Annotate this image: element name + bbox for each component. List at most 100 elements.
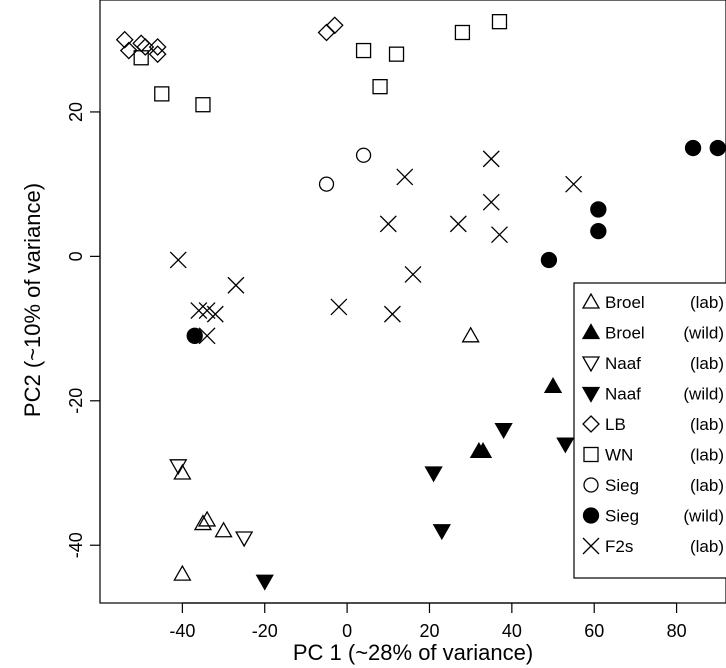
legend-marker (581, 386, 601, 403)
point-naaf-wild (494, 423, 513, 439)
point-lb-lab (148, 38, 167, 56)
legend-marker (582, 537, 600, 555)
legend-series-tag: (lab) (690, 537, 724, 556)
point-broel-lab (193, 514, 213, 531)
legend-series-name: Sieg (605, 507, 639, 526)
x-tick-label: 60 (584, 621, 604, 641)
point-naaf-lab (169, 459, 188, 476)
legend-marker (583, 477, 599, 493)
legend-series-name: Broel (605, 293, 645, 312)
point-sieg-wild (540, 251, 558, 269)
legend-series-name: Naaf (605, 385, 641, 404)
point-f2s-lab (565, 175, 583, 193)
legend-series-name: WN (605, 446, 633, 465)
legend-series-tag: (lab) (690, 354, 724, 373)
point-f2s-lab (198, 327, 216, 345)
y-tick-label: -40 (66, 532, 86, 558)
point-sieg-wild (186, 327, 203, 344)
legend-marker (582, 507, 600, 524)
legend-series-tag: (wild) (683, 385, 724, 404)
legend-series-tag: (lab) (690, 476, 724, 495)
x-axis: -40 -20 0 20 40 60 80 (169, 602, 687, 641)
point-f2s-lab (491, 226, 508, 244)
point-lb-lab (148, 45, 167, 64)
legend: Broel (lab) Broel (wild) Naaf (lab) Naaf (wild)… (573, 282, 726, 579)
x-tick-label: 20 (419, 621, 439, 641)
legend-series-name: Sieg (605, 476, 639, 495)
point-wn-lab (195, 97, 211, 113)
point-lb-lab (136, 38, 155, 56)
legend-series-tag: (lab) (690, 293, 724, 312)
y-tick-label: -20 (66, 388, 86, 414)
legend-series-tag: (lab) (690, 415, 724, 434)
point-naaf-wild (424, 466, 443, 483)
point-wn-lab (133, 50, 149, 66)
legend-series-name: LB (605, 415, 626, 434)
point-wn-lab (154, 86, 170, 102)
point-wn-lab (388, 46, 405, 62)
legend-series-tag: (lab) (690, 446, 724, 465)
point-f2s-lab (379, 215, 397, 233)
point-naaf-wild (556, 437, 575, 454)
point-f2s-lab (206, 305, 224, 323)
legend-series-tag: (wild) (683, 324, 724, 343)
point-f2s-lab (449, 215, 467, 233)
point-wn-lab (372, 79, 388, 95)
point-f2s-lab (227, 276, 245, 294)
point-f2s-lab (330, 298, 348, 316)
point-f2s-lab (482, 193, 500, 211)
point-naaf-lab (235, 531, 254, 548)
legend-box (573, 282, 726, 579)
point-broel-lab (214, 521, 233, 538)
x-tick-label: 40 (502, 621, 522, 641)
point-broel-lab (461, 326, 480, 343)
y-axis-title: PC2 (~10% of variance) (20, 183, 45, 417)
legend-marker (581, 292, 601, 309)
legend-marker (582, 415, 600, 433)
point-wn-lab (355, 42, 372, 59)
point-broel-wild (543, 377, 563, 394)
x-tick-label: -40 (169, 621, 195, 641)
point-lb-lab (119, 41, 138, 60)
point-f2s-lab (482, 150, 500, 168)
point-f2s-lab (169, 251, 187, 269)
legend-marker (581, 356, 601, 373)
point-lb-lab (317, 23, 336, 42)
x-axis-title: PC 1 (~28% of variance) (293, 640, 533, 665)
point-sieg-wild (709, 139, 726, 157)
point-broel-wild (473, 442, 493, 458)
point-lb-lab (115, 30, 134, 49)
y-axis: -40 -20 0 20 (66, 102, 101, 558)
legend-series-name: F2s (605, 537, 633, 556)
legend-marker (583, 446, 599, 463)
point-sieg-lab (355, 147, 372, 163)
point-broel-lab (197, 510, 217, 527)
point-broel-lab (173, 564, 192, 581)
point-wn-lab (454, 24, 471, 41)
point-f2s-lab (396, 168, 414, 186)
point-f2s-lab (383, 305, 401, 323)
legend-series-name: Broel (605, 324, 645, 343)
legend-marker (581, 323, 601, 340)
point-naaf-wild (255, 574, 274, 591)
legend-series-name: Naaf (605, 354, 641, 373)
data-points (115, 14, 726, 591)
point-sieg-wild (684, 139, 702, 157)
x-tick-label: 80 (667, 621, 687, 641)
point-lb-lab (325, 16, 344, 35)
point-wn-lab (491, 14, 508, 30)
point-sieg-wild (590, 222, 607, 240)
x-tick-label: -20 (252, 621, 278, 641)
point-f2s-lab (404, 265, 422, 283)
point-sieg-wild (590, 201, 607, 218)
x-tick-label: 0 (342, 621, 352, 641)
y-tick-label: 0 (66, 251, 86, 261)
point-broel-lab (173, 463, 192, 480)
y-tick-label: 20 (66, 102, 86, 122)
point-f2s-lab (190, 302, 208, 319)
legend-series-tag: (wild) (683, 507, 724, 526)
point-sieg-lab (318, 176, 335, 192)
point-naaf-wild (432, 524, 451, 541)
point-f2s-lab (198, 302, 216, 319)
